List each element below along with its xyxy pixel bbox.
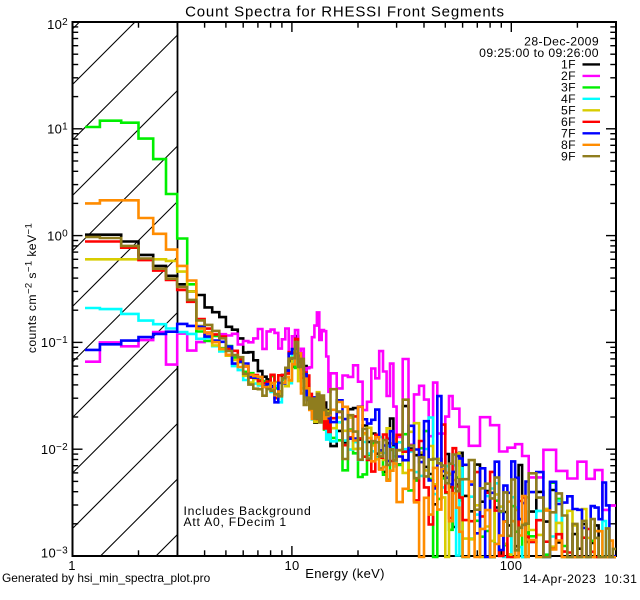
svg-text:1: 1 bbox=[68, 558, 76, 573]
svg-text:Generated by hsi_min_spectra_p: Generated by hsi_min_spectra_plot.pro bbox=[2, 571, 211, 585]
svg-text:5F: 5F bbox=[561, 104, 576, 118]
svg-text:09:25:00 to 09:26:00: 09:25:00 to 09:26:00 bbox=[479, 46, 599, 60]
svg-text:Includes Background: Includes Background bbox=[184, 504, 312, 518]
svg-text:8F: 8F bbox=[561, 138, 576, 152]
svg-text:2F: 2F bbox=[561, 69, 576, 83]
svg-text:101: 101 bbox=[47, 122, 68, 137]
svg-text:counts cm−2 s−1 keV−1: counts cm−2 s−1 keV−1 bbox=[24, 223, 40, 353]
svg-text:10−1: 10−1 bbox=[41, 335, 68, 350]
svg-text:14-Apr-2023 10:31: 14-Apr-2023 10:31 bbox=[523, 572, 638, 586]
svg-text:6F: 6F bbox=[561, 115, 576, 129]
svg-text:7F: 7F bbox=[561, 127, 576, 141]
svg-text:3F: 3F bbox=[561, 81, 576, 95]
svg-text:1F: 1F bbox=[561, 58, 576, 72]
svg-text:100: 100 bbox=[500, 558, 523, 573]
svg-text:4F: 4F bbox=[561, 92, 576, 106]
svg-text:9F: 9F bbox=[561, 149, 576, 163]
svg-text:10: 10 bbox=[284, 558, 299, 573]
svg-text:10−2: 10−2 bbox=[41, 442, 68, 457]
svg-text:Att A0, FDecim 1: Att A0, FDecim 1 bbox=[184, 515, 287, 529]
svg-text:28-Dec-2009: 28-Dec-2009 bbox=[524, 35, 599, 49]
svg-text:Energy (keV): Energy (keV) bbox=[305, 566, 384, 581]
svg-text:100: 100 bbox=[47, 228, 68, 243]
svg-text:10−3: 10−3 bbox=[41, 546, 68, 561]
svg-text:Count Spectra for RHESSI Front: Count Spectra for RHESSI Front Segments bbox=[185, 4, 505, 21]
svg-text:102: 102 bbox=[47, 17, 68, 32]
